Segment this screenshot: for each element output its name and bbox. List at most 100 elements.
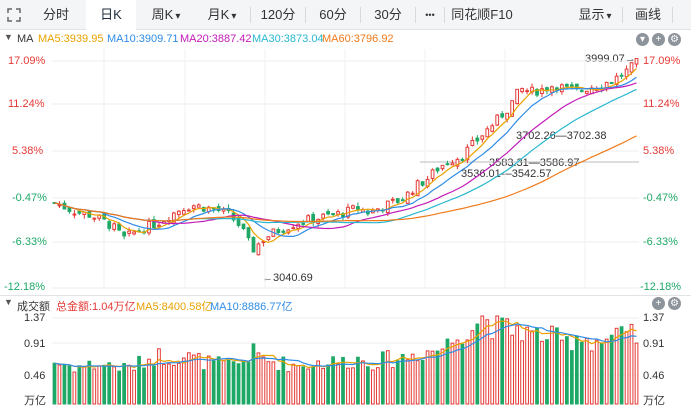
volume-bar	[241, 360, 246, 405]
candle-body	[490, 125, 495, 132]
more-periods-button[interactable]: •••	[425, 10, 435, 20]
volume-total-label: 总金额:1.04万亿	[56, 301, 136, 313]
expand-icon[interactable]	[6, 7, 22, 23]
candle-body	[520, 88, 524, 93]
ma-title[interactable]: MA	[17, 33, 34, 45]
tab-intraday[interactable]: 分时	[42, 7, 69, 22]
volume-bar	[614, 327, 619, 405]
volume-bar	[510, 334, 515, 405]
y-tick-left: -0.47%	[12, 192, 47, 204]
volume-bar	[236, 363, 241, 405]
volume-bar	[176, 362, 181, 405]
candle-body	[614, 75, 619, 86]
add-icon[interactable]: +	[652, 297, 665, 310]
volume-y-tick: 0.46	[643, 370, 665, 382]
volume-bar	[87, 360, 92, 405]
volume-bar	[132, 369, 136, 405]
candle-body	[470, 139, 475, 146]
level-annotation-1: 3702.26—3702.38	[516, 130, 607, 142]
volume-bar	[326, 364, 330, 405]
candle-body	[72, 213, 77, 216]
candle-body	[629, 62, 634, 73]
candle-body	[191, 205, 196, 210]
volume-bar	[634, 342, 639, 405]
candle-body	[201, 206, 206, 212]
y-tick-left: -12.18%	[4, 281, 45, 293]
candle-body	[584, 90, 589, 94]
volume-bar	[331, 356, 335, 405]
volume-bar	[385, 350, 390, 405]
draw-line-button[interactable]: 画线	[634, 7, 661, 22]
y-tick-right: -0.47%	[643, 192, 678, 204]
period-toolbar: 分时 日K 周K ▾ 月K ▾ 120分 60分 30分 ••• 同花顺F10 显示…	[0, 0, 691, 30]
candle-body	[400, 199, 405, 202]
volume-bar	[430, 350, 435, 405]
volume-bar	[475, 323, 480, 405]
volume-bar	[102, 364, 107, 405]
candle-body	[390, 198, 395, 201]
y-tick-left: 5.38%	[12, 145, 44, 157]
volume-bar	[117, 370, 122, 405]
f10-button[interactable]: 同花顺F10	[451, 7, 513, 22]
volume-bar	[321, 367, 325, 405]
candle-body	[450, 162, 455, 166]
candle-body	[331, 213, 335, 216]
volume-bar	[77, 365, 82, 405]
volume-bar	[535, 327, 539, 405]
collapse-icon[interactable]: ▼	[4, 32, 13, 42]
volume-bar	[490, 338, 495, 405]
volume-bar	[276, 369, 281, 405]
candle-body	[67, 207, 72, 212]
candle-body	[251, 237, 256, 253]
candle-body	[152, 219, 156, 229]
tab-120min[interactable]: 120分	[260, 7, 296, 22]
settings-icon[interactable]: ⚙	[668, 297, 681, 310]
volume-bar	[306, 368, 311, 405]
candle-body	[132, 231, 136, 235]
volume-bar	[560, 339, 564, 405]
candle-body	[157, 224, 161, 227]
volume-y-tick: 1.37	[643, 312, 665, 324]
volume-bar	[346, 367, 350, 405]
divider	[415, 7, 416, 23]
y-tick-right: 5.38%	[643, 145, 675, 157]
candle-body	[440, 164, 445, 170]
volume-bar	[316, 360, 321, 405]
candle-body	[395, 198, 400, 203]
candle-body	[565, 83, 569, 87]
volume-bar	[52, 362, 57, 405]
volume-bar	[142, 367, 146, 405]
candle-body	[385, 200, 390, 214]
divider	[622, 7, 623, 23]
volume-bar	[599, 342, 604, 405]
tab-daily-k[interactable]: 日K	[86, 0, 136, 30]
volume-bar	[286, 371, 291, 405]
volume-title[interactable]: 成交额	[17, 301, 50, 313]
volume-bar	[351, 367, 355, 405]
display-menu-button[interactable]: 显示 ▾	[578, 7, 612, 22]
volume-bar	[167, 363, 171, 405]
volume-bar	[520, 340, 524, 405]
candle-body	[415, 180, 420, 197]
tab-weekly-k[interactable]: 周K ▾	[151, 7, 181, 22]
volume-y-tick: 0.91	[24, 338, 46, 350]
volume-bar	[450, 342, 455, 405]
tab-60min[interactable]: 60分	[319, 7, 347, 22]
settings-icon[interactable]: ⚙	[668, 33, 681, 46]
volume-bar	[97, 365, 102, 405]
tab-30min[interactable]: 30分	[374, 7, 402, 22]
candle-body	[181, 210, 186, 215]
volume-y-tick: 0.46	[24, 370, 46, 382]
collapse-icon[interactable]: ▼	[4, 297, 13, 307]
add-icon[interactable]: +	[652, 33, 665, 46]
ma30-label: MA30:3873.04	[252, 33, 324, 45]
tab-monthly-k[interactable]: 月K ▾	[207, 7, 237, 22]
volume-bar	[336, 363, 340, 405]
candle-body	[410, 192, 415, 195]
down-arrow-icon[interactable]: ▾	[636, 33, 649, 46]
divider	[305, 7, 306, 23]
volume-bar	[589, 350, 594, 405]
volume-bar	[162, 364, 166, 405]
volume-bar	[470, 330, 475, 405]
